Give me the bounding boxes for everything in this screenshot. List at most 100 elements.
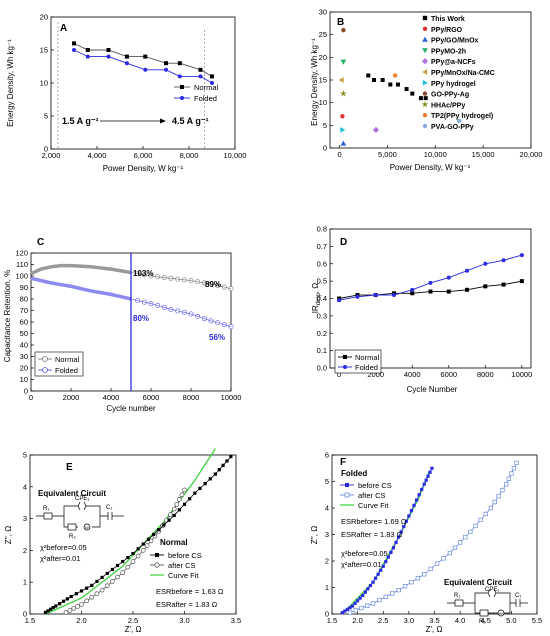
series-band bbox=[30, 276, 132, 301]
panel-d: D 0 2000 4000 6000 8000 10000 0.0 0.1 0.2 0.3 0.4 0… bbox=[311, 225, 532, 395]
y-tick-label: 3 bbox=[23, 514, 27, 523]
square-marker bbox=[46, 609, 50, 613]
circle-marker bbox=[210, 81, 214, 85]
x-tick-label: 4.0 bbox=[455, 616, 465, 625]
panel-a-legend: Normal Folded bbox=[174, 83, 219, 103]
panel-d-label: D bbox=[340, 237, 347, 248]
square-marker bbox=[162, 523, 166, 527]
legend-circle-marker bbox=[343, 365, 347, 369]
y-tick-label: 30 bbox=[319, 8, 327, 17]
resistor-r2 bbox=[67, 523, 77, 531]
open-circle-marker bbox=[104, 583, 110, 589]
x-tick-label: 15,000 bbox=[472, 150, 495, 159]
x-tick-label: 8000 bbox=[477, 370, 494, 379]
legend-open-circle bbox=[154, 562, 160, 568]
y-tick-label: 40 bbox=[20, 341, 28, 350]
square-marker bbox=[350, 604, 355, 608]
square-marker bbox=[106, 48, 111, 52]
square-marker bbox=[363, 590, 367, 594]
open-square-marker bbox=[353, 608, 358, 613]
open-circle-marker bbox=[99, 587, 105, 593]
x-tick-label: 5.5 bbox=[532, 616, 542, 625]
cpe-symbol bbox=[487, 588, 497, 598]
diamond-marker bbox=[372, 126, 380, 133]
open-square-marker bbox=[506, 476, 511, 481]
square-marker bbox=[157, 528, 161, 532]
circle-marker bbox=[465, 268, 470, 273]
y-tick-label: 4 bbox=[23, 482, 27, 491]
open-square-marker bbox=[504, 482, 509, 487]
square-marker bbox=[395, 82, 400, 87]
x-tick-label: 1.5 bbox=[25, 616, 35, 625]
triangle-right-marker bbox=[340, 127, 346, 133]
circle-marker bbox=[143, 67, 148, 72]
open-circle-marker bbox=[130, 559, 136, 564]
circle-marker bbox=[198, 74, 203, 79]
x-tick-label: 2.0 bbox=[76, 616, 86, 625]
panel-f-label-r2: R₂ bbox=[479, 619, 486, 625]
panel-e-legend-title: Normal bbox=[160, 538, 188, 547]
square-marker bbox=[368, 583, 373, 588]
legend-circle-marker bbox=[180, 96, 184, 100]
circle-marker bbox=[164, 67, 168, 72]
square-marker bbox=[210, 74, 214, 79]
panel-b-legend-entry: This Work bbox=[431, 16, 465, 23]
triangle-down-marker bbox=[422, 48, 428, 54]
square-marker bbox=[115, 563, 120, 568]
square-marker bbox=[177, 508, 181, 512]
y-tick-label: 120 bbox=[15, 249, 28, 258]
panel-b-legend-entry: PPy@a-NCFs bbox=[431, 59, 476, 66]
square-marker bbox=[424, 478, 428, 482]
resistor-r1 bbox=[43, 512, 53, 520]
square-marker bbox=[79, 589, 84, 593]
x-tick-label: 2,000 bbox=[42, 151, 61, 160]
square-marker bbox=[501, 282, 506, 287]
panel-b-legend-entry: PVA-GO-PPy bbox=[431, 124, 474, 131]
triangle-down-marker bbox=[340, 59, 347, 65]
open-circle-marker bbox=[171, 506, 177, 512]
square-marker bbox=[386, 555, 390, 559]
y-tick-label: 0.8 bbox=[317, 225, 327, 234]
panel-e-legend-after: after CS bbox=[168, 561, 196, 570]
x-tick-label: 1.5 bbox=[327, 616, 337, 625]
panel-b-label: B bbox=[337, 17, 344, 28]
panel-c-legend-folded: Folded bbox=[55, 366, 78, 375]
y-tick-label: 100 bbox=[15, 272, 28, 281]
x-tick-label: 8000 bbox=[183, 393, 200, 402]
x-tick-label: 2000 bbox=[63, 393, 80, 402]
square-marker bbox=[74, 592, 78, 596]
legend-open-square bbox=[344, 492, 350, 498]
circle-marker bbox=[124, 61, 129, 66]
square-marker bbox=[51, 606, 55, 610]
square-marker bbox=[164, 61, 168, 66]
square-marker bbox=[345, 607, 349, 611]
circle-marker bbox=[340, 114, 345, 119]
panel-f-xlabel: Z', Ω bbox=[426, 625, 443, 634]
panel-e-xlabel: Z', Ω bbox=[125, 625, 142, 634]
panel-f-legend-after: after CS bbox=[358, 491, 386, 500]
square-marker bbox=[65, 597, 69, 601]
square-marker bbox=[172, 513, 176, 518]
y-tick-label: 30 bbox=[20, 352, 28, 361]
x-tick-label: 5.0 bbox=[506, 616, 516, 625]
x-tick-label: 4,000 bbox=[88, 151, 107, 160]
square-marker bbox=[353, 601, 357, 605]
panel-a-xlabel: Power Density, W kg⁻¹ bbox=[103, 164, 184, 173]
open-circle-marker bbox=[110, 579, 115, 584]
square-marker bbox=[422, 482, 426, 486]
open-square-marker bbox=[492, 499, 497, 505]
triangle-right-marker bbox=[422, 79, 428, 86]
circle-marker bbox=[391, 293, 396, 298]
x-tick-label: 4000 bbox=[103, 393, 120, 402]
square-marker bbox=[85, 48, 90, 52]
square-marker bbox=[397, 535, 401, 539]
panel-f-label-cpe: CPE₁ bbox=[485, 587, 499, 593]
circle-marker bbox=[501, 258, 506, 263]
panel-f-label-w: W bbox=[499, 611, 503, 616]
x-tick-label: 20,000 bbox=[520, 150, 543, 159]
square-marker bbox=[414, 498, 419, 502]
y-tick-label: 0 bbox=[323, 144, 327, 153]
panel-f-label-r1: R₁ bbox=[454, 593, 460, 599]
open-square-marker bbox=[447, 550, 453, 556]
